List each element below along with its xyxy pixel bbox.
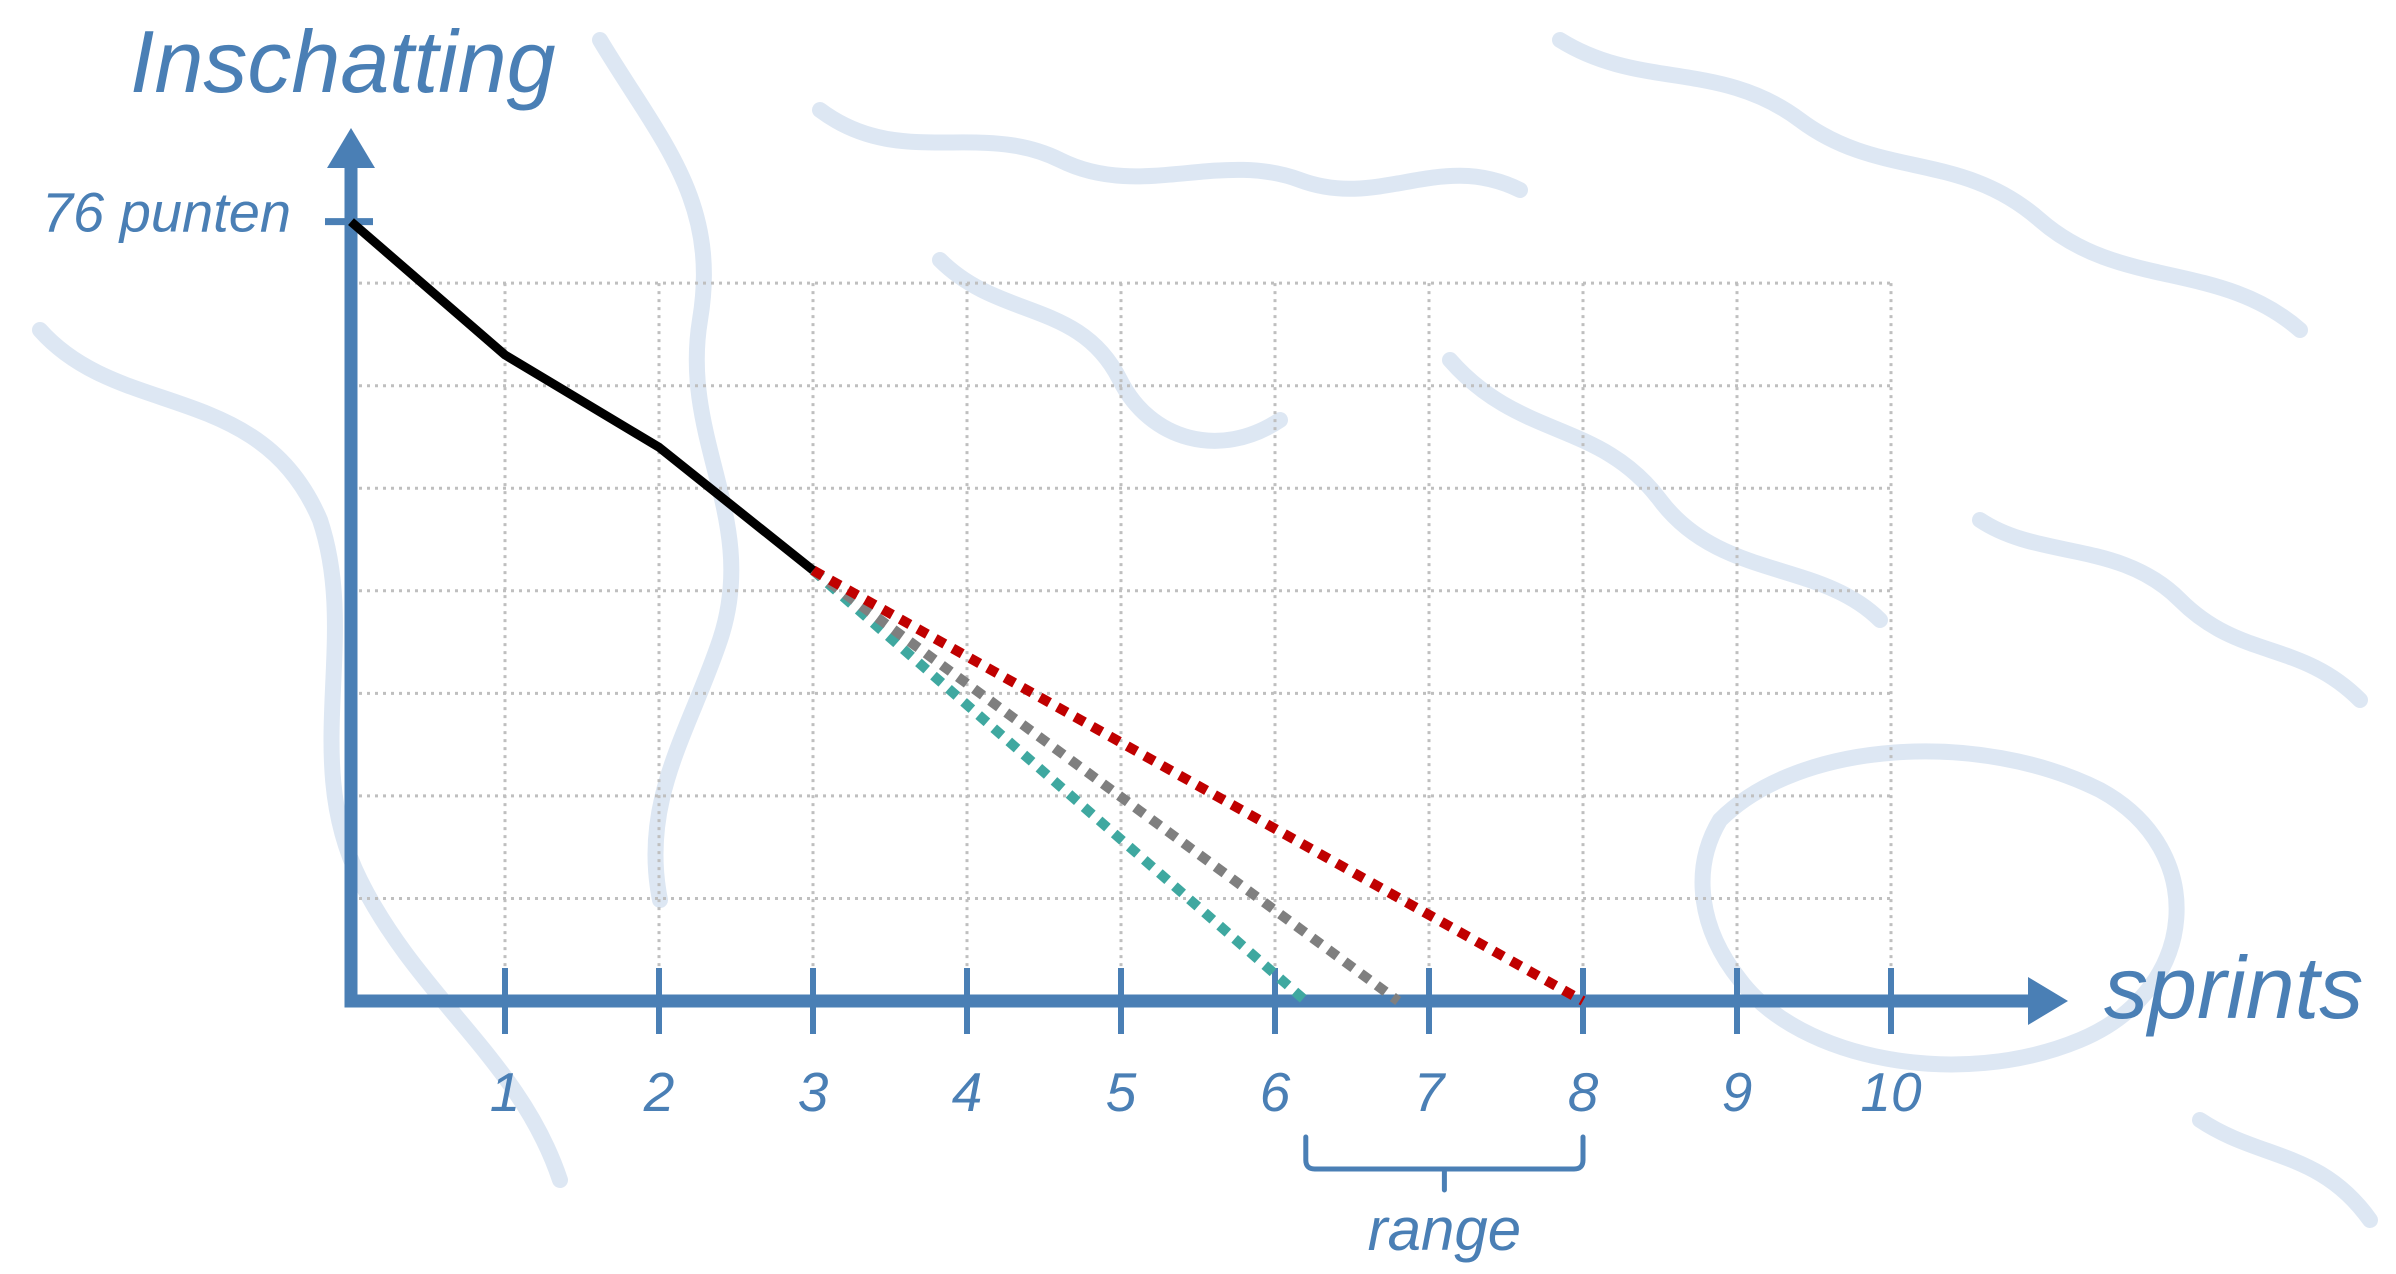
map-coastline — [1972, 512, 2368, 708]
x-tick-label-2: 2 — [643, 1061, 675, 1123]
x-tick-label-9: 9 — [1722, 1061, 1753, 1123]
range-label: range — [1368, 1196, 1521, 1263]
y-axis-arrowhead — [327, 128, 375, 168]
projection-line-2 — [810, 565, 1586, 1006]
series-layer — [348, 218, 1586, 1006]
x-tick-label-1: 1 — [490, 1061, 521, 1123]
x-axis-label: sprints — [2104, 938, 2363, 1037]
map-coastline — [2192, 1112, 2378, 1228]
map-coastline — [812, 102, 1528, 198]
axes — [325, 128, 2068, 1025]
x-tick-label-3: 3 — [798, 1061, 829, 1123]
x-axis-ticks: 1 2 3 4 5 6 7 8 9 10 — [490, 968, 1922, 1123]
y-tick-label: 76 punten — [42, 181, 291, 244]
projection-line-0 — [809, 566, 1310, 1005]
x-tick-label-4: 4 — [952, 1061, 983, 1123]
range-bracket — [1303, 1134, 1586, 1193]
actual-burndown-line-3 — [348, 218, 816, 574]
map-coastline — [1552, 32, 2308, 338]
projection-line-1 — [810, 566, 1402, 1006]
map-coastline — [592, 32, 740, 908]
map-coastline — [1442, 352, 1888, 628]
range-annotation — [1303, 1134, 1586, 1193]
world-map-watermark — [32, 32, 2378, 1228]
x-tick-label-10: 10 — [1860, 1061, 1922, 1123]
y-axis-label: Inschatting — [130, 12, 556, 111]
x-tick-label-5: 5 — [1106, 1061, 1137, 1123]
x-axis-arrowhead — [2028, 977, 2068, 1025]
map-coastline — [1694, 743, 2185, 1073]
x-tick-label-6: 6 — [1260, 1061, 1291, 1123]
map-coastline — [32, 322, 568, 1188]
x-tick-label-8: 8 — [1568, 1061, 1599, 1123]
x-tick-label-7: 7 — [1414, 1061, 1447, 1123]
